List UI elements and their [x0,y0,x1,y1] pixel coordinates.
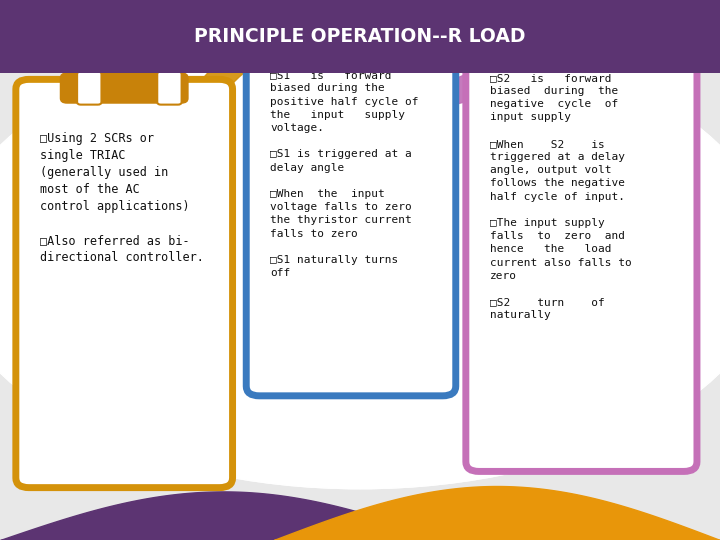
Text: □S2   is   forward
biased  during  the
negative  cycle  of
input supply

□When  : □S2 is forward biased during the negativ… [490,73,631,321]
Text: □S1   is   forward
biased during the
positive half cycle of
the   input   supply: □S1 is forward biased during the positiv… [270,70,418,278]
FancyBboxPatch shape [531,12,557,45]
FancyBboxPatch shape [60,72,189,104]
Text: PRINCIPLE OPERATION--R LOAD: PRINCIPLE OPERATION--R LOAD [194,27,526,46]
Ellipse shape [0,30,720,489]
FancyBboxPatch shape [0,0,720,73]
FancyBboxPatch shape [157,71,181,105]
FancyBboxPatch shape [16,79,233,488]
FancyBboxPatch shape [617,12,643,45]
FancyArrowPatch shape [150,9,321,198]
Ellipse shape [0,30,720,489]
Text: □Using 2 SCRs or
single TRIAC
(generally used in
most of the AC
control applicat: □Using 2 SCRs or single TRIAC (generally… [40,132,204,264]
FancyArrowPatch shape [397,43,518,107]
FancyBboxPatch shape [382,9,406,43]
FancyBboxPatch shape [305,9,329,43]
FancyBboxPatch shape [289,10,413,42]
FancyBboxPatch shape [246,17,456,396]
FancyBboxPatch shape [77,71,102,105]
FancyBboxPatch shape [513,13,650,44]
FancyBboxPatch shape [466,20,697,471]
